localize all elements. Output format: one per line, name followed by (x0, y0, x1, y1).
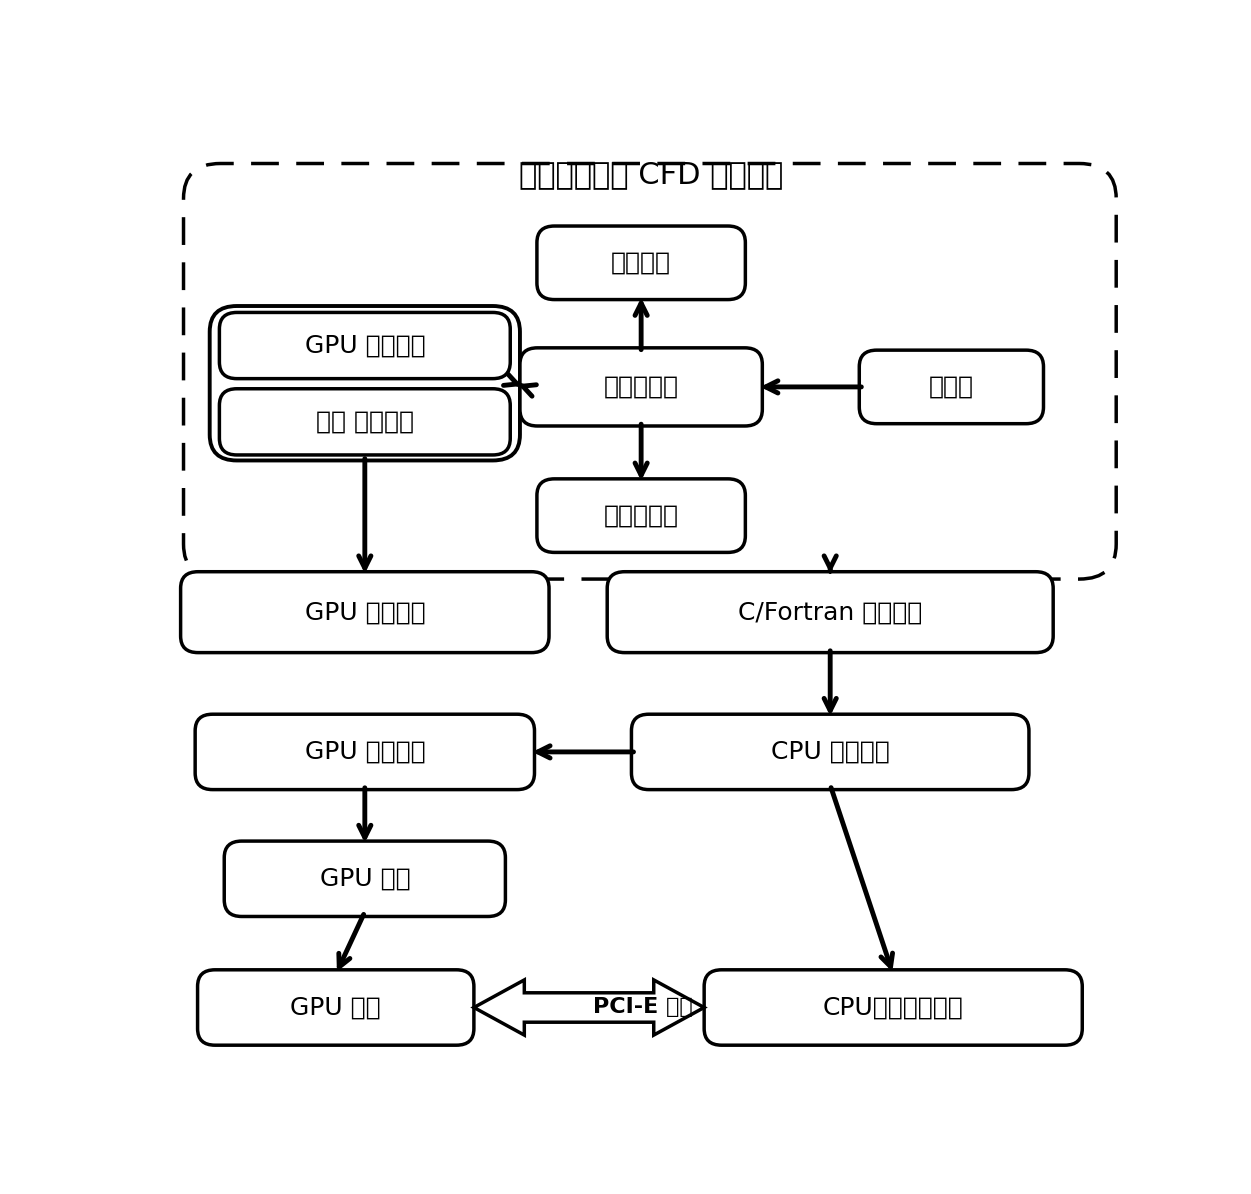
FancyBboxPatch shape (537, 479, 746, 553)
Text: GPU 驱动: GPU 驱动 (319, 867, 410, 891)
Text: C/Fortran 开发环境: C/Fortran 开发环境 (738, 601, 922, 624)
Text: GPU 运行时库: GPU 运行时库 (304, 740, 425, 764)
Text: PCI-E 总线: PCI-E 总线 (593, 997, 693, 1017)
FancyBboxPatch shape (632, 714, 1028, 789)
FancyBboxPatch shape (180, 572, 549, 653)
FancyBboxPatch shape (537, 226, 746, 300)
Text: 分组 多流管理: 分组 多流管理 (315, 410, 414, 433)
FancyBboxPatch shape (607, 572, 1053, 653)
FancyBboxPatch shape (219, 313, 510, 378)
FancyBboxPatch shape (198, 970, 474, 1045)
FancyBboxPatch shape (704, 970, 1082, 1045)
Text: 时间步推进: 时间步推进 (604, 375, 678, 399)
FancyBboxPatch shape (210, 306, 520, 461)
FancyBboxPatch shape (520, 347, 762, 426)
Text: CPU 操作系统: CPU 操作系统 (771, 740, 889, 764)
FancyBboxPatch shape (195, 714, 534, 789)
FancyBboxPatch shape (219, 389, 510, 455)
Text: 多区结构网格 CFD 应用软件: 多区结构网格 CFD 应用软件 (519, 160, 783, 189)
Text: GPU 开发环境: GPU 开发环境 (304, 601, 425, 624)
Text: 边界条件: 边界条件 (612, 251, 671, 275)
Text: 初始化: 初始化 (929, 375, 973, 399)
FancyBboxPatch shape (224, 841, 505, 917)
FancyBboxPatch shape (859, 350, 1043, 424)
Polygon shape (474, 980, 704, 1035)
Text: CPU、主板等硬件: CPU、主板等硬件 (823, 996, 963, 1020)
Text: 流场解输出: 流场解输出 (604, 504, 678, 528)
Text: GPU 存储管理: GPU 存储管理 (304, 333, 425, 357)
Text: GPU 硬件: GPU 硬件 (290, 996, 382, 1020)
